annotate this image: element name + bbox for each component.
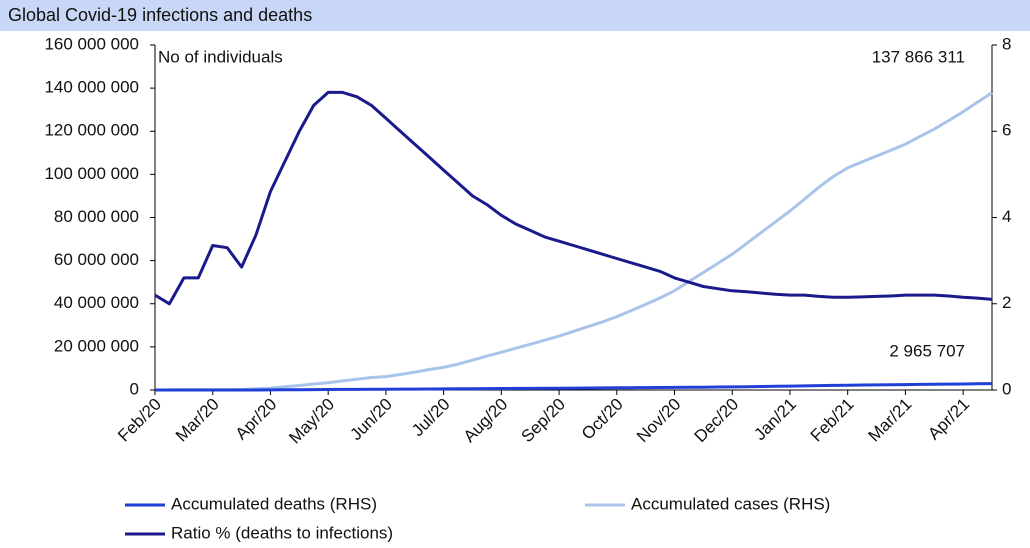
x-tick-label: Nov/20 (633, 395, 685, 447)
x-tick-label: Jan/21 (750, 395, 800, 445)
x-tick-label: Apr/21 (924, 395, 973, 444)
x-tick-label: Mar/20 (172, 395, 223, 446)
legend-label: Accumulated cases (RHS) (631, 494, 830, 513)
y-tick-label: 80 000 000 (54, 207, 139, 226)
x-tick-label: Feb/20 (114, 395, 165, 446)
title-bar (0, 0, 1030, 31)
y-tick-label: 140 000 000 (44, 78, 139, 97)
series-line (154, 91, 993, 392)
x-tick-label: Dec/20 (691, 395, 743, 447)
legend-label: Ratio % (deaths to infections) (171, 523, 393, 542)
y2-tick-label: 2 (1002, 293, 1011, 312)
x-tick-label: Mar/21 (865, 395, 916, 446)
annotation: No of individuals (158, 47, 283, 66)
x-tick-label: May/20 (285, 395, 338, 448)
y-tick-label: 40 000 000 (54, 293, 139, 312)
chart-title: Global Covid-19 infections and deaths (8, 5, 312, 25)
y-tick-label: 60 000 000 (54, 250, 139, 269)
y-tick-label: 100 000 000 (44, 164, 139, 183)
y2-tick-label: 8 (1002, 34, 1011, 53)
x-tick-label: Feb/21 (807, 395, 858, 446)
annotation: 137 866 311 (872, 47, 965, 66)
x-tick-label: Jun/20 (346, 395, 396, 445)
x-tick-label: Apr/20 (232, 395, 281, 444)
x-tick-label: Oct/20 (578, 395, 627, 444)
legend-label: Accumulated deaths (RHS) (171, 494, 377, 513)
y-tick-label: 120 000 000 (44, 121, 139, 140)
y-tick-label: 20 000 000 (54, 336, 139, 355)
y2-tick-label: 6 (1002, 121, 1011, 140)
series-line (154, 90, 993, 306)
annotation: 2 965 707 (889, 341, 965, 360)
y-tick-label: 0 (130, 379, 139, 398)
y2-tick-label: 4 (1002, 207, 1011, 226)
x-tick-label: Jul/20 (408, 395, 454, 441)
x-tick-label: Aug/20 (460, 395, 512, 447)
y2-tick-label: 0 (1002, 379, 1011, 398)
y-tick-label: 160 000 000 (44, 34, 139, 53)
series-line (155, 382, 993, 392)
x-tick-label: Sep/20 (518, 395, 570, 447)
